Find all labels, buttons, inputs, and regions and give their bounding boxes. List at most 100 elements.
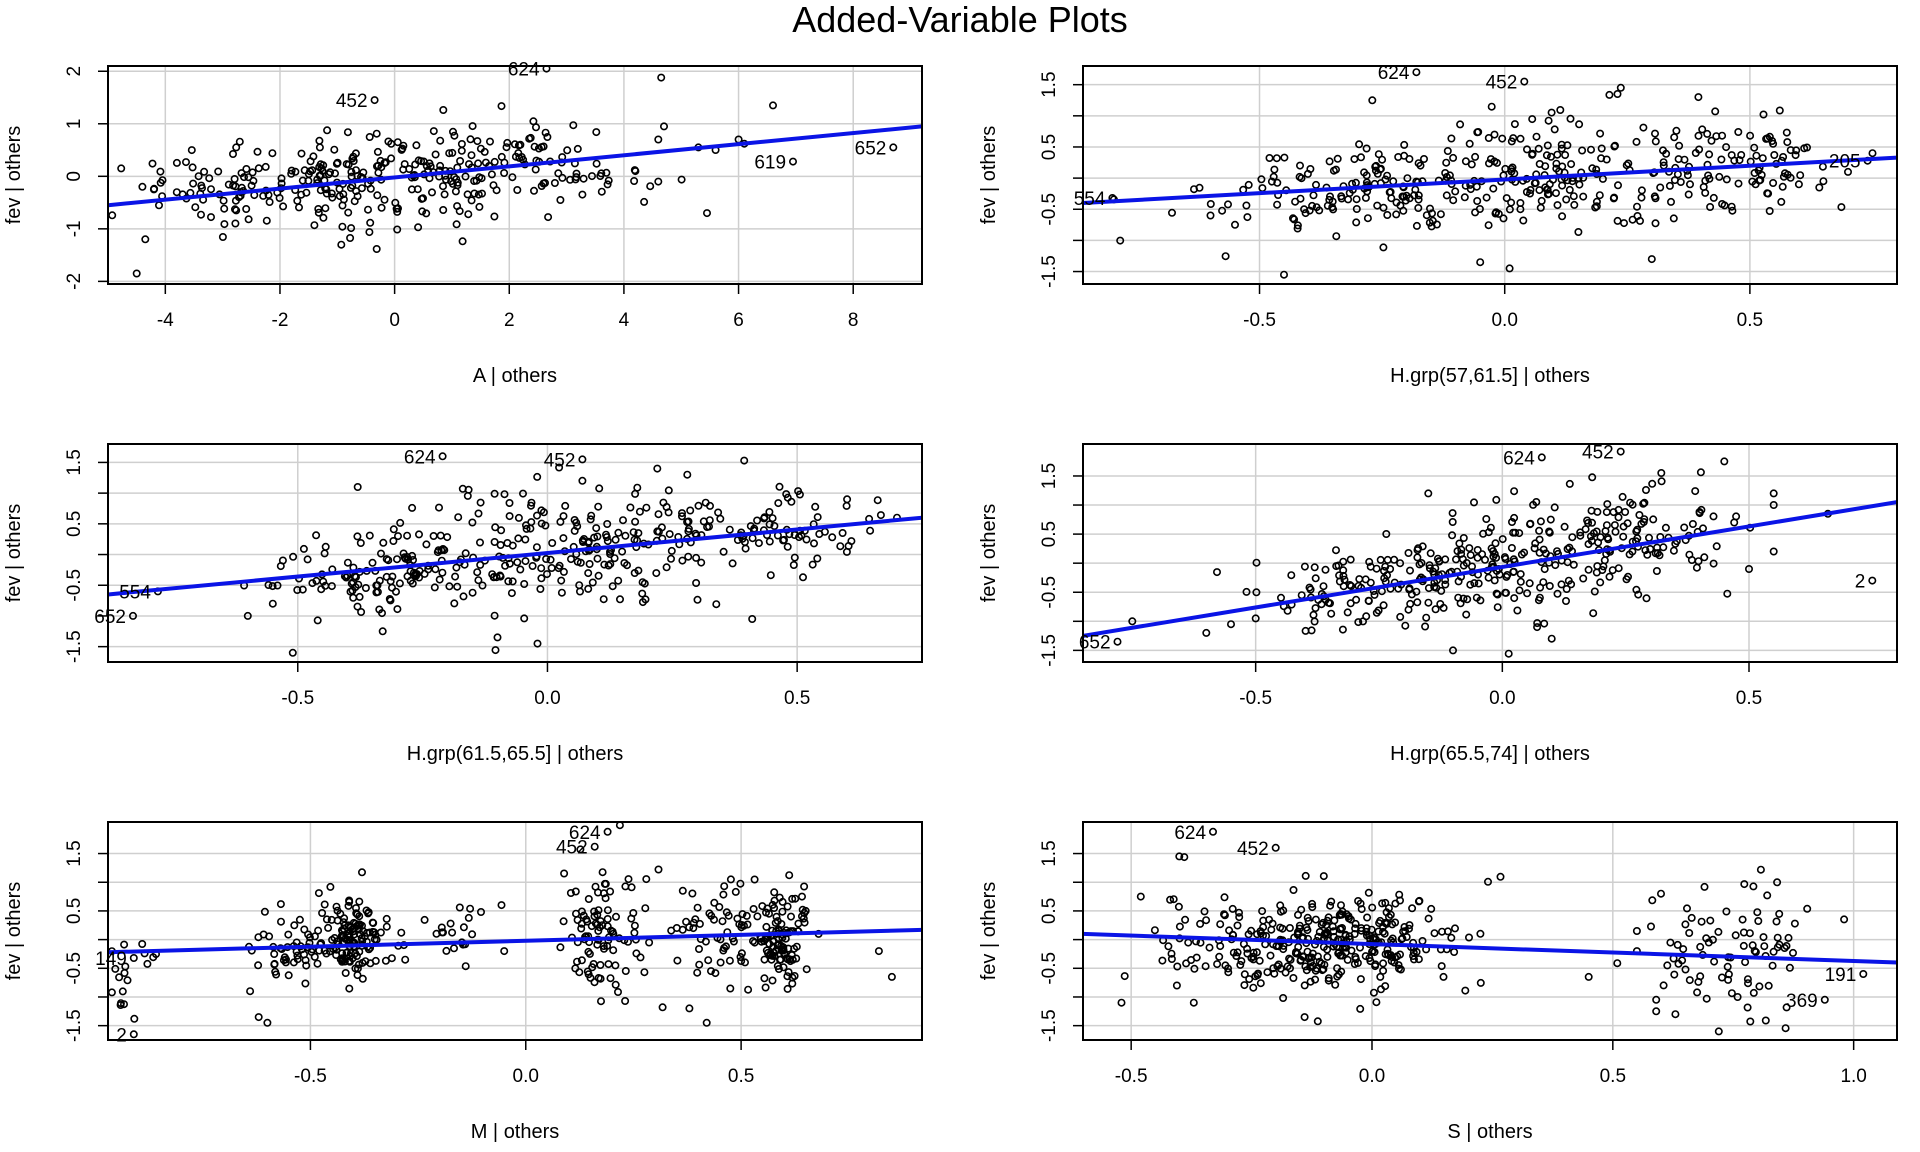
data-point: [575, 587, 584, 596]
data-point: [754, 539, 763, 548]
data-point: [672, 923, 681, 932]
point-label: 652: [855, 138, 887, 159]
data-point: [1329, 166, 1338, 175]
data-point: [782, 490, 791, 499]
point-label: 205: [1829, 152, 1861, 173]
data-point: [278, 556, 287, 565]
data-point: [586, 515, 595, 524]
data-point: [737, 949, 746, 958]
data-point: [111, 964, 120, 973]
data-point: [1756, 865, 1765, 874]
data-point: [1476, 929, 1485, 938]
data-point: [418, 194, 427, 203]
data-point: [778, 907, 787, 916]
data-point: [1561, 151, 1570, 160]
data-point: [1616, 83, 1625, 92]
data-point: [1800, 144, 1809, 153]
data-point: [1409, 951, 1418, 960]
data-point: [1520, 77, 1529, 86]
data-point: [1327, 897, 1336, 906]
data-point: [333, 906, 342, 915]
data-point: [733, 914, 742, 923]
data-point: [427, 188, 436, 197]
data-point: [1781, 169, 1790, 178]
data-point: [790, 553, 799, 562]
data-point: [475, 173, 484, 182]
data-point: [1362, 144, 1371, 153]
data-point: [842, 501, 851, 510]
data-point: [1557, 144, 1566, 153]
data-point: [1552, 189, 1561, 198]
data-point: [1769, 547, 1778, 556]
data-point: [1786, 146, 1795, 155]
fit-line: [108, 927, 922, 955]
data-point: [652, 569, 661, 578]
data-point: [1712, 542, 1721, 551]
data-point: [719, 547, 728, 556]
data-point: [1396, 612, 1405, 621]
data-point: [496, 540, 505, 549]
data-point: [537, 182, 546, 191]
data-point: [207, 185, 216, 194]
data-point: [1752, 151, 1761, 160]
data-point: [1543, 141, 1552, 150]
data-point: [1379, 203, 1388, 212]
data-point: [1545, 528, 1554, 537]
data-point: [1453, 547, 1462, 556]
data-point: [702, 209, 711, 218]
data-point: [606, 974, 615, 983]
data-point: [1357, 153, 1366, 162]
data-point: [344, 160, 353, 169]
grid: [108, 444, 922, 662]
data-point: [1339, 557, 1348, 566]
plot-frame: [1082, 821, 1898, 1041]
data-point: [1755, 176, 1764, 185]
data-point: [500, 947, 509, 956]
data-point: [1581, 525, 1590, 534]
data-point: [1383, 211, 1392, 220]
data-point: [1384, 904, 1393, 913]
x-tick-label: 2: [504, 310, 515, 331]
data-point: [706, 967, 715, 976]
data-point: [611, 912, 620, 921]
data-point: [1701, 176, 1710, 185]
data-point: [1697, 917, 1706, 926]
data-point: [1499, 214, 1508, 223]
data-point: [1350, 929, 1359, 938]
data-point: [138, 182, 147, 191]
data-point: [355, 592, 364, 601]
data-point: [1473, 545, 1482, 554]
data-point: [1431, 605, 1440, 614]
data-point: [1251, 614, 1260, 623]
data-point: [197, 210, 206, 219]
data-point: [1769, 489, 1778, 498]
data-point: [297, 149, 306, 158]
data-point: [603, 914, 612, 923]
data-point: [1414, 191, 1423, 200]
data-point: [1362, 931, 1371, 940]
data-point: [1541, 183, 1550, 192]
data-point: [1574, 228, 1583, 237]
data-point: [887, 972, 896, 981]
data-point: [590, 842, 599, 851]
data-point: [1202, 628, 1211, 637]
data-point: [1633, 534, 1642, 543]
data-point: [1565, 543, 1574, 552]
data-point: [1683, 171, 1692, 180]
data-point: [1307, 626, 1316, 635]
data-point: [1498, 134, 1507, 143]
y-tick-label: 1.5: [1039, 71, 1060, 97]
data-point: [1243, 213, 1252, 222]
data-point: [1190, 964, 1199, 973]
data-point: [1415, 560, 1424, 569]
data-point: [584, 584, 593, 593]
data-point: [1750, 143, 1759, 152]
data-point: [1233, 921, 1242, 930]
data-point: [611, 535, 620, 544]
data-point: [141, 235, 150, 244]
data-point: [1744, 979, 1753, 988]
data-point: [1769, 179, 1778, 188]
data-point: [314, 205, 323, 214]
data-point: [313, 616, 322, 625]
data-point: [1240, 981, 1249, 990]
